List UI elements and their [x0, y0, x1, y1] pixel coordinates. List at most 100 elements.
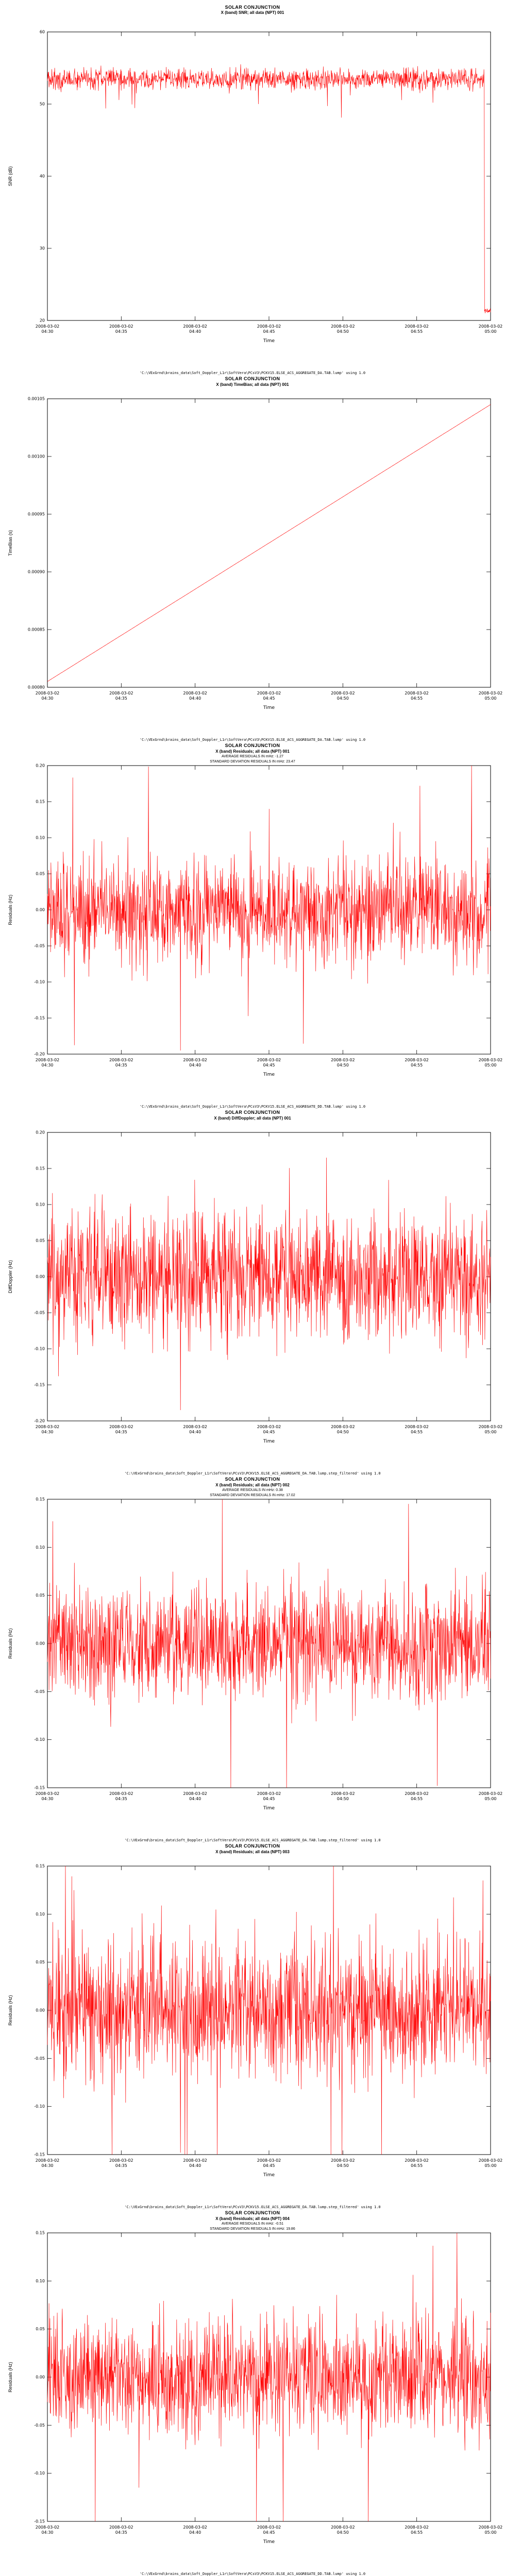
y-tick-label: -0.10: [34, 1737, 45, 1742]
x-tick-time: 04:30: [41, 1797, 53, 1801]
x-tick-date: 2008-03-02: [405, 2525, 429, 2530]
x-tick-date: 2008-03-02: [479, 1058, 503, 1062]
x-tick-date: 2008-03-02: [331, 2525, 355, 2530]
x-tick-date: 2008-03-02: [331, 324, 355, 329]
x-tick-time: 04:50: [337, 329, 349, 334]
y-tick-label: -0.10: [34, 980, 45, 985]
y-tick-label: -0.10: [34, 2104, 45, 2109]
plot-canvas: 60504030202008-03-0204:302008-03-0204:35…: [36, 30, 503, 344]
x-tick-date: 2008-03-02: [36, 1058, 60, 1062]
x-tick-time: 05:00: [484, 1797, 496, 1801]
x-tick-time: 05:00: [484, 1430, 496, 1434]
x-tick-date: 2008-03-02: [331, 691, 355, 696]
x-tick-date: 2008-03-02: [331, 1425, 355, 1429]
y-tick-label: 0.00: [36, 2375, 45, 2380]
x-tick-date: 2008-03-02: [257, 1058, 281, 1062]
y-tick-label: -0.15: [34, 2519, 45, 2524]
x-tick-time: 04:55: [411, 1063, 423, 1067]
x-tick-time: 04:45: [263, 2163, 275, 2168]
x-tick-time: 04:30: [41, 329, 53, 334]
x-tick-time: 04:55: [411, 2530, 423, 2535]
x-tick-date: 2008-03-02: [257, 691, 281, 696]
y-tick-label: -0.20: [34, 1052, 45, 1057]
plot-panel-residuals-3: 'C:\VExGrnd\brains_data\Soft_Doppler_L1r…: [0, 1834, 505, 2201]
plot-subtitle: X (band) TimeBias; all data (NPT) 001: [216, 382, 289, 387]
x-tick-date: 2008-03-02: [405, 324, 429, 329]
plot-subtitle: X (band) Residuals; all data (NPT) 004: [215, 2216, 290, 2221]
x-axis-label: Time: [263, 2173, 275, 2178]
x-tick-time: 04:45: [263, 1063, 275, 1067]
y-tick-label: 0.05: [36, 872, 45, 876]
plot-stat-stddev: STANDARD DEVIATION RESIDUALS IN mHz: 19.…: [210, 2227, 295, 2231]
data-series-line: [47, 404, 491, 682]
y-tick-label: -0.15: [34, 1016, 45, 1021]
y-tick-label: 0.10: [36, 2279, 45, 2283]
data-series-line: [47, 1866, 491, 2155]
x-tick-date: 2008-03-02: [183, 1425, 207, 1429]
y-tick-label: -0.20: [34, 1419, 45, 1423]
y-tick-label: 0.15: [36, 800, 45, 804]
data-series-line: [47, 1157, 491, 1411]
plot-subtitle: X (band) SNR; all data (NPT) 001: [221, 10, 284, 15]
x-tick-time: 04:50: [337, 2163, 349, 2168]
x-tick-date: 2008-03-02: [405, 2158, 429, 2163]
x-tick-date: 2008-03-02: [183, 1791, 207, 1796]
x-tick-time: 04:30: [41, 2163, 53, 2168]
y-tick-label: 30: [40, 246, 45, 251]
x-tick-time: 05:00: [484, 329, 496, 334]
x-tick-date: 2008-03-02: [183, 1058, 207, 1062]
x-tick-date: 2008-03-02: [36, 691, 60, 696]
x-tick-time: 04:45: [263, 1430, 275, 1434]
x-tick-date: 2008-03-02: [331, 1058, 355, 1062]
source-path-text: 'C:\VExGrnd\brains_data\Soft_Doppler_L1r…: [139, 738, 366, 742]
x-tick-date: 2008-03-02: [109, 1058, 133, 1062]
y-tick-label: 0.20: [36, 1130, 45, 1135]
plot-stat-stddev: STANDARD DEVIATION RESIDUALS IN mHz: 23.…: [210, 759, 295, 764]
x-tick-date: 2008-03-02: [257, 1791, 281, 1796]
x-tick-time: 04:45: [263, 1797, 275, 1801]
x-axis-label: Time: [263, 338, 275, 344]
x-tick-date: 2008-03-02: [405, 1058, 429, 1062]
y-tick-label: 0.00: [36, 2008, 45, 2013]
y-tick-label: -0.05: [34, 1311, 45, 1315]
x-tick-time: 04:50: [337, 2530, 349, 2535]
x-tick-date: 2008-03-02: [479, 691, 503, 696]
x-tick-date: 2008-03-02: [183, 2525, 207, 2530]
plot-title: SOLAR CONJUNCTION: [225, 2210, 280, 2216]
plot-panel-residuals-1: 'C:\VExGrnd\brains_data\Soft_Doppler_L1r…: [0, 734, 505, 1100]
y-tick-label: 40: [40, 174, 45, 179]
y-tick-label: 0.15: [36, 2231, 45, 2235]
y-tick-label: -0.10: [34, 2471, 45, 2476]
plot-stat-average: AVERAGE RESIDUALS IN mHz: -1.27: [221, 755, 284, 759]
x-tick-time: 04:35: [115, 2163, 127, 2168]
x-tick-date: 2008-03-02: [479, 1791, 503, 1796]
y-tick-label: 60: [40, 30, 45, 35]
x-tick-date: 2008-03-02: [183, 324, 207, 329]
source-path-text: 'C:\VExGrnd\brains_data\Soft_Doppler_L1r…: [139, 371, 366, 375]
plot-subtitle: X (band) Residuals; all data (NPT) 003: [215, 1849, 290, 1854]
x-tick-time: 04:40: [189, 2163, 201, 2168]
y-tick-label: 0.15: [36, 1864, 45, 1869]
x-tick-date: 2008-03-02: [405, 1425, 429, 1429]
y-tick-label: 0.00: [36, 1275, 45, 1279]
x-tick-date: 2008-03-02: [109, 1791, 133, 1796]
plot-panel-residuals-4: 'C:\VExGrnd\brains_data\Soft_Doppler_L1r…: [0, 2201, 505, 2568]
plot-canvas: 0.20 0.15 0.10 0.05 0.00 -0.05 -0.10 -0.15 -0.20…: [34, 1130, 502, 1445]
x-tick-time: 04:35: [115, 2530, 127, 2535]
x-tick-time: 04:35: [115, 696, 127, 701]
y-tick-label: 0.15: [36, 1497, 45, 1502]
y-tick-label: 20: [40, 318, 45, 323]
x-tick-time: 04:40: [189, 696, 201, 701]
y-tick-label: 50: [40, 102, 45, 107]
x-tick-time: 04:40: [189, 1063, 201, 1067]
y-tick-label: 0.00080: [28, 685, 45, 690]
x-tick-time: 04:40: [189, 329, 201, 334]
data-series-line: [47, 2232, 491, 2522]
plot-panel-residuals-2: 'C:\VExGrnd\brains_data\Soft_Doppler_L1r…: [0, 1467, 505, 1834]
y-tick-label: 0.05: [36, 1239, 45, 1243]
x-tick-time: 04:30: [41, 696, 53, 701]
x-tick-time: 05:00: [484, 2530, 496, 2535]
plot-stat-average: AVERAGE RESIDUALS IN mHz: -0.51: [221, 2222, 284, 2226]
y-tick-label: -0.05: [34, 1689, 45, 1694]
